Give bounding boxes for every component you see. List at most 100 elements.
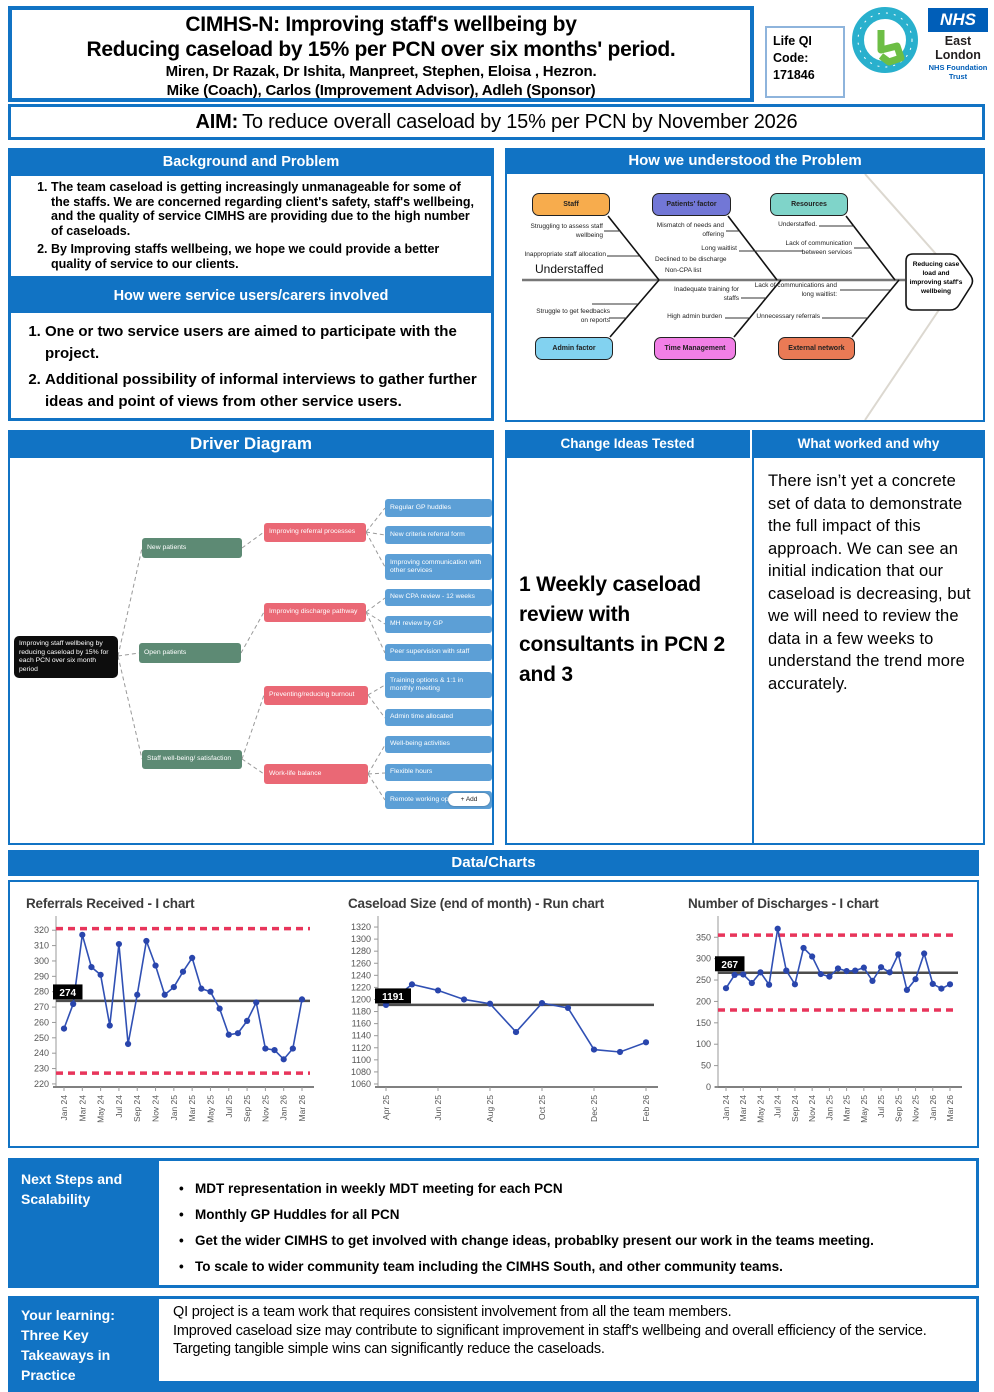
team-members-line2: Mike (Coach), Carlos (Improvement Adviso… xyxy=(166,82,596,99)
svg-text:1280: 1280 xyxy=(351,946,371,956)
svg-text:1160: 1160 xyxy=(352,1019,371,1029)
svg-text:1200: 1200 xyxy=(351,994,371,1004)
svg-text:May 25: May 25 xyxy=(205,1095,215,1123)
change-idea: Admin time allocated xyxy=(385,709,492,726)
primary-driver: New patients xyxy=(142,538,242,558)
secondary-driver: Improving referral processes xyxy=(264,523,366,542)
svg-text:250: 250 xyxy=(696,975,711,985)
svg-text:Mar 25: Mar 25 xyxy=(187,1095,197,1122)
svg-text:May 24: May 24 xyxy=(96,1095,106,1123)
svg-text:267: 267 xyxy=(721,960,738,971)
driver-diagram-header: Driver Diagram xyxy=(8,430,494,458)
change-idea: Flexible hours xyxy=(385,764,492,781)
team-members-line1: Miren, Dr Razak, Dr Ishita, Manpreet, St… xyxy=(165,63,597,80)
what-worked-text: There isn’t yet a concrete set of data t… xyxy=(768,472,971,693)
involvement-content: One or two service users are aimed to pa… xyxy=(8,313,494,421)
primary-driver: Staff well-being/ satisfaction xyxy=(142,750,242,769)
svg-text:240: 240 xyxy=(34,1048,49,1058)
svg-text:Nov 25: Nov 25 xyxy=(911,1095,921,1122)
change-idea: New criteria referral form xyxy=(385,526,492,544)
svg-text:150: 150 xyxy=(696,1018,711,1028)
change-idea: MH review by GP xyxy=(385,616,492,633)
svg-text:200: 200 xyxy=(696,996,711,1006)
driver-diagram-connectors xyxy=(117,507,386,801)
data-charts-header: Data/Charts xyxy=(8,850,979,876)
change-ideas-content: 1 Weekly caseload review with consultant… xyxy=(507,458,752,843)
svg-text:Sep 24: Sep 24 xyxy=(132,1095,142,1122)
aim-bar: AIM: To reduce overall caseload by 15% pe… xyxy=(8,104,985,140)
svg-text:Mar 24: Mar 24 xyxy=(77,1095,87,1122)
learning-line: QI project is a team work that requires … xyxy=(173,1304,732,1320)
svg-text:1191: 1191 xyxy=(382,992,404,1003)
discharges-chart-title: Number of Discharges - I chart xyxy=(688,896,879,911)
referrals-i-chart: 220 230 240 250 260 270 280 290 300 310 320 Jan 24 M… xyxy=(34,916,314,1123)
svg-text:Jan 25: Jan 25 xyxy=(169,1095,179,1121)
poster-title-line2: Reducing caseload by 15% per PCN over si… xyxy=(86,38,676,61)
svg-text:350: 350 xyxy=(696,932,711,942)
svg-text:1140: 1140 xyxy=(352,1031,371,1041)
svg-text:250: 250 xyxy=(34,1033,49,1043)
svg-text:Dec 25: Dec 25 xyxy=(589,1095,599,1122)
learning-line: Improved caseload size may contribute to… xyxy=(173,1322,927,1339)
fishbone-category-patients-factor: Patients' factor xyxy=(652,193,731,216)
bottom-border-bar xyxy=(8,1384,979,1392)
life-qi-code-box: Life QI Code: 171846 xyxy=(765,26,845,98)
svg-text:Jun 25: Jun 25 xyxy=(433,1095,443,1121)
svg-text:Sep 25: Sep 25 xyxy=(893,1095,903,1122)
background-problem-panel: Background and Problem The team caseload… xyxy=(8,148,494,424)
svg-text:Apr 25: Apr 25 xyxy=(381,1095,391,1120)
svg-text:Jul 24: Jul 24 xyxy=(114,1095,124,1118)
svg-text:Jan 26: Jan 26 xyxy=(279,1095,289,1121)
fishbone-category-admin-factor: Admin factor xyxy=(535,337,613,360)
fishbone-spine-label: Understaffed xyxy=(535,262,604,276)
svg-text:230: 230 xyxy=(34,1064,49,1074)
svg-text:0: 0 xyxy=(706,1082,711,1092)
change-idea-tested-text: 1 Weekly caseload review with consultant… xyxy=(519,573,726,686)
change-idea: Peer supervision with staff xyxy=(385,644,492,661)
next-step-item: To scale to wider community team includi… xyxy=(177,1258,962,1275)
svg-text:Jul 24: Jul 24 xyxy=(773,1095,783,1118)
next-step-item: MDT representation in weekly MDT meeting… xyxy=(177,1180,962,1197)
involvement-item: One or two service users are aimed to pa… xyxy=(45,321,481,365)
next-steps-content: MDT representation in weekly MDT meeting… xyxy=(159,1161,976,1285)
learning-label: Your learning: Three Key Takeaways in Pr… xyxy=(11,1299,159,1383)
referrals-chart-block: Referrals Received - I chart 220 230 240 25… xyxy=(10,892,332,1146)
svg-text:Nov 25: Nov 25 xyxy=(260,1095,270,1122)
svg-text:1240: 1240 xyxy=(351,970,371,980)
aim-label: AIM: xyxy=(195,111,239,133)
svg-text:Sep 24: Sep 24 xyxy=(790,1095,800,1122)
nhs-trust-name: NHS Foundation Trust xyxy=(928,63,988,81)
change-ideas-panel: Change Ideas Tested What worked and why … xyxy=(505,430,985,845)
svg-text:May 24: May 24 xyxy=(755,1095,765,1123)
nhs-org-name: East London xyxy=(935,34,981,62)
svg-text:260: 260 xyxy=(34,1017,49,1027)
svg-text:320: 320 xyxy=(34,925,49,935)
charts-area: Referrals Received - I chart 220 230 240 25… xyxy=(8,880,979,1148)
svg-text:50: 50 xyxy=(701,1061,711,1071)
svg-text:1220: 1220 xyxy=(351,982,371,992)
poster-title-line1: CIMHS-N: Improving staff's wellbeing by xyxy=(185,13,577,36)
secondary-driver: Improving discharge pathway xyxy=(264,603,366,622)
svg-text:1120: 1120 xyxy=(352,1043,371,1053)
fishbone-category-staff: Staff xyxy=(532,193,610,216)
fishbone-panel: How we understood the Problem xyxy=(505,148,985,424)
svg-text:1260: 1260 xyxy=(351,958,371,968)
svg-text:Aug 25: Aug 25 xyxy=(485,1095,495,1122)
svg-text:Jan 25: Jan 25 xyxy=(824,1095,834,1121)
svg-text:Sep 25: Sep 25 xyxy=(242,1095,252,1122)
svg-text:Jul 25: Jul 25 xyxy=(224,1095,234,1118)
fishbone-category-resources: Resources xyxy=(770,193,848,216)
add-button[interactable]: + Add xyxy=(448,793,490,806)
fishbone-head: Reducing case load and improving staff's… xyxy=(909,261,963,295)
change-idea: Well-being activities xyxy=(385,736,492,753)
svg-text:Mar 24: Mar 24 xyxy=(738,1095,748,1122)
fishbone-header: How we understood the Problem xyxy=(505,148,985,174)
fishbone-cause: Non-CPA list xyxy=(665,267,702,274)
aim-text: To reduce overall caseload by 15% per PC… xyxy=(242,111,798,133)
fishbone-category-time-management: Time Management xyxy=(654,337,736,360)
discharges-chart-block: Number of Discharges - I chart 0 50 100 150… xyxy=(672,892,972,1146)
svg-text:1080: 1080 xyxy=(351,1067,371,1077)
svg-text:Jul 25: Jul 25 xyxy=(876,1095,886,1118)
svg-text:1100: 1100 xyxy=(352,1055,371,1065)
